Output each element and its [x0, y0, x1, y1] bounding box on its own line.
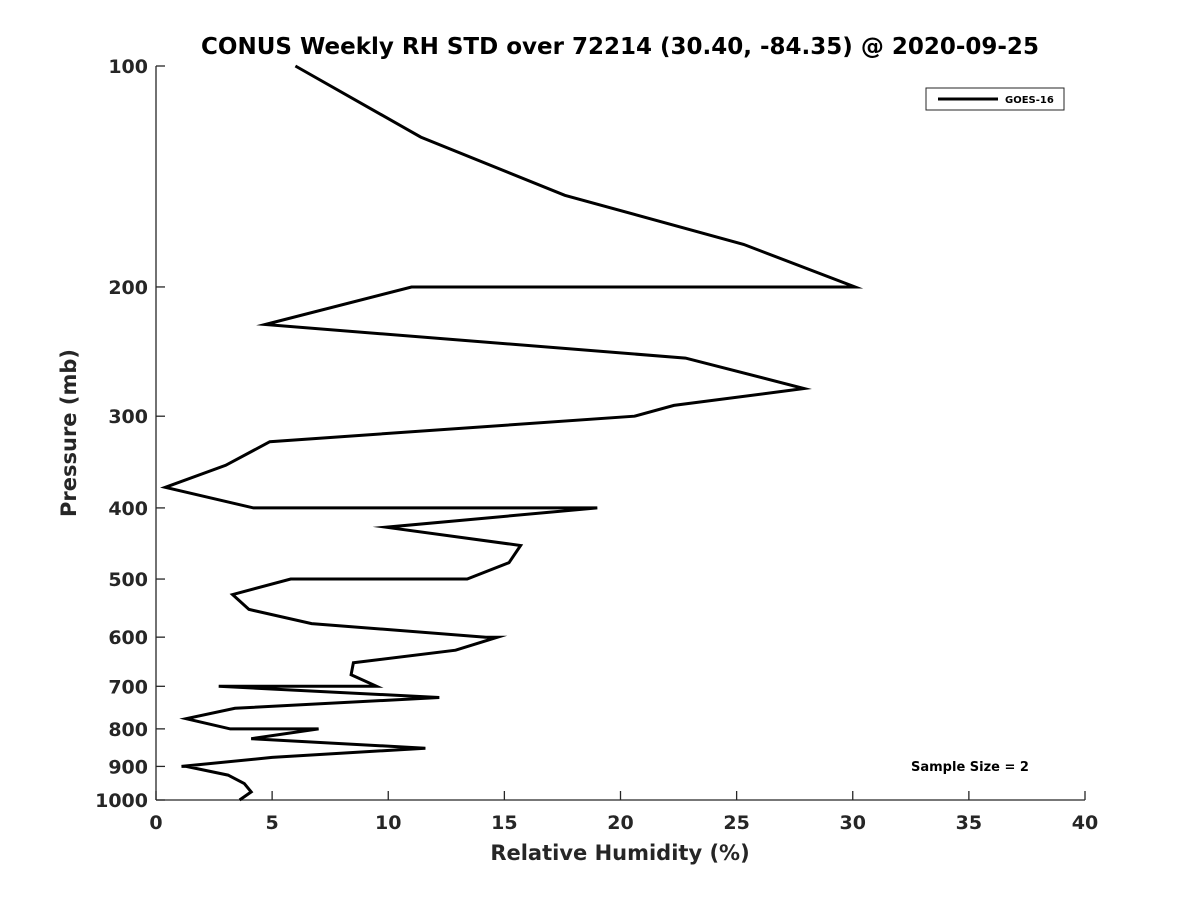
x-tick-label: 20 — [607, 812, 633, 834]
x-axis-label: Relative Humidity (%) — [490, 841, 749, 865]
y-tick-label: 700 — [108, 676, 148, 698]
y-tick-label: 600 — [108, 627, 148, 649]
x-tick-label: 0 — [149, 812, 162, 834]
x-ticks: 0 5 10 15 20 25 30 35 40 — [149, 791, 1098, 834]
chart-title: CONUS Weekly RH STD over 72214 (30.40, -… — [201, 34, 1039, 60]
series-line-goes-16 — [160, 64, 864, 802]
x-tick-label: 40 — [1072, 812, 1098, 834]
legend-label-goes-16: GOES-16 — [1005, 95, 1054, 106]
x-tick-label: 15 — [491, 812, 517, 834]
y-tick-label: 100 — [108, 56, 148, 78]
y-tick-label: 1000 — [95, 790, 148, 812]
y-tick-label: 500 — [108, 569, 148, 591]
series-group — [160, 64, 864, 802]
x-tick-label: 35 — [956, 812, 982, 834]
x-tick-label: 25 — [723, 812, 749, 834]
y-tick-label: 400 — [108, 498, 148, 520]
y-ticks: 100 200 300 400 500 600 700 800 900 1000 — [95, 56, 165, 812]
y-tick-label: 800 — [108, 719, 148, 741]
y-tick-label: 200 — [108, 277, 148, 299]
x-tick-label: 5 — [266, 812, 279, 834]
y-axis-label: Pressure (mb) — [57, 349, 81, 517]
x-tick-label: 10 — [375, 812, 401, 834]
y-tick-label: 900 — [108, 756, 148, 778]
x-tick-label: 30 — [840, 812, 866, 834]
y-tick-label: 300 — [108, 406, 148, 428]
legend: GOES-16 — [925, 87, 1065, 111]
sample-size-annotation: Sample Size = 2 — [911, 760, 1029, 775]
